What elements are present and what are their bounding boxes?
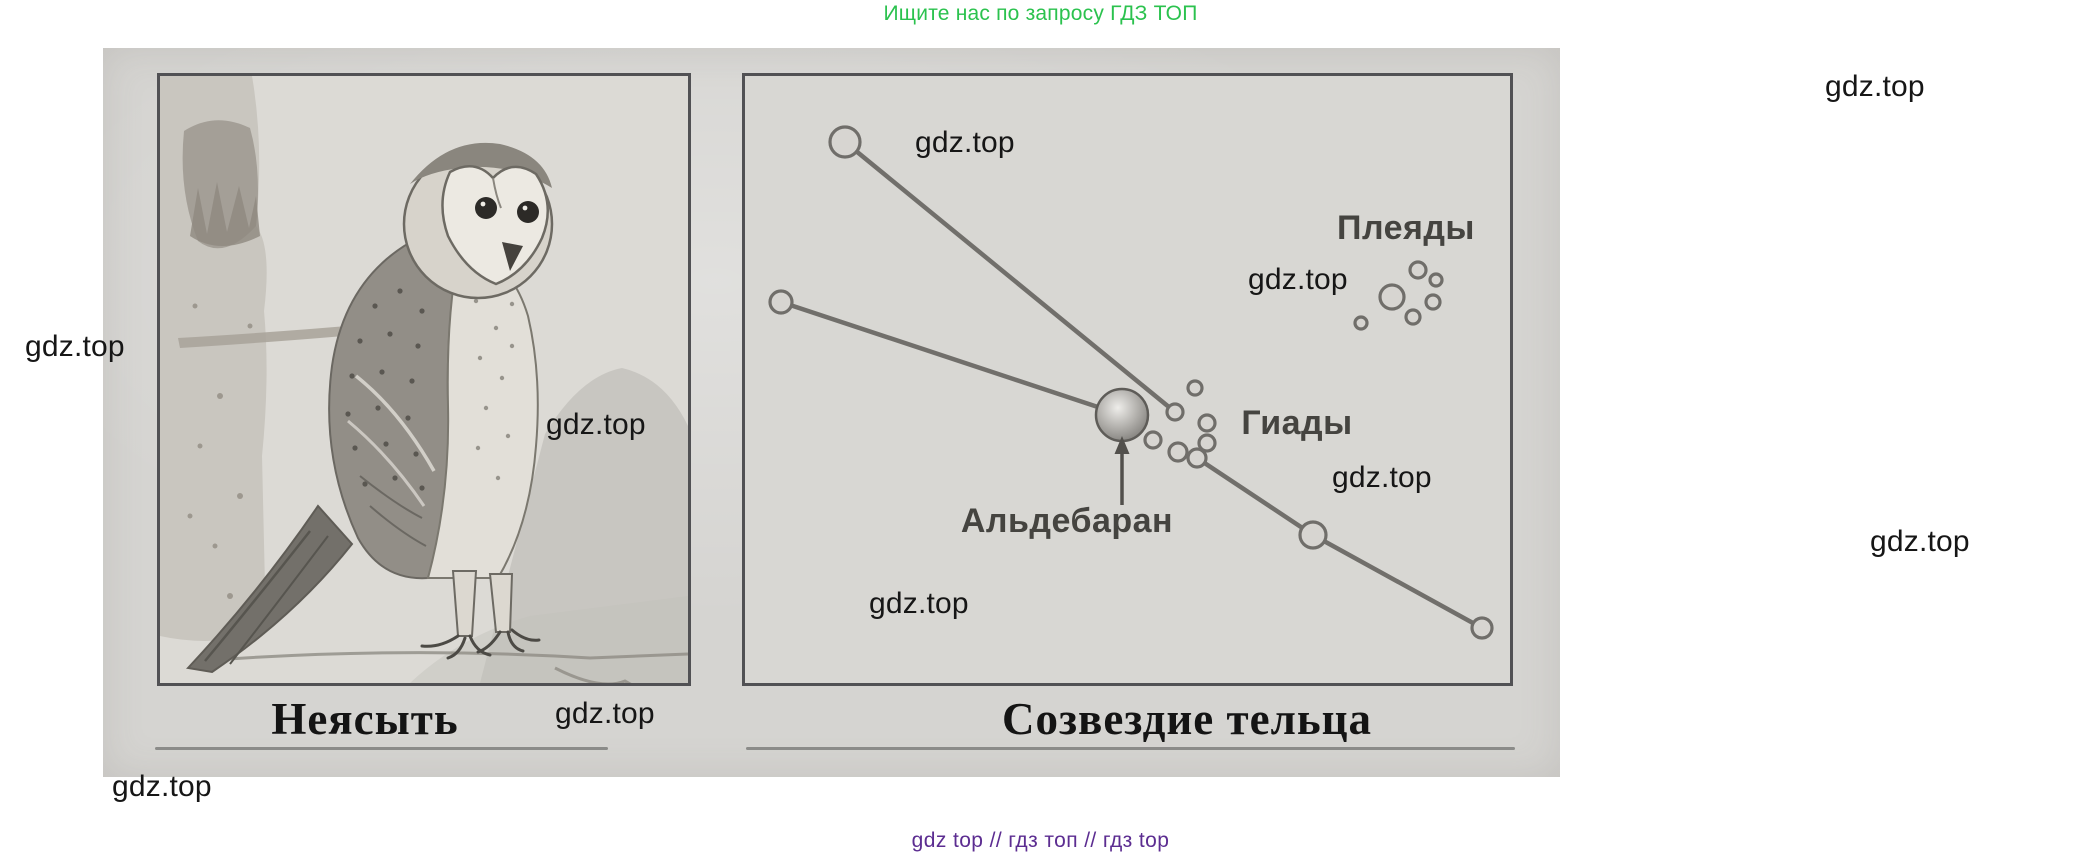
gdz-watermark: gdz.top bbox=[25, 330, 125, 363]
star-hyades-star bbox=[1186, 379, 1204, 397]
owl-caption: Неясыть bbox=[271, 694, 459, 744]
star-pleiades-star bbox=[1378, 283, 1406, 311]
star-pleiades-star bbox=[1408, 260, 1428, 280]
gdz-watermark: gdz.top bbox=[915, 126, 1015, 159]
gdz-watermark: gdz.top bbox=[1248, 263, 1348, 296]
star-hyades-star bbox=[1197, 433, 1217, 453]
gdz-watermark: gdz.top bbox=[1825, 70, 1925, 103]
constellation-stars bbox=[768, 125, 1494, 640]
constellation-line bbox=[1310, 532, 1485, 631]
taurus-caption: Созвездие тельца bbox=[1001, 694, 1373, 744]
caption-rule-right bbox=[746, 747, 1515, 750]
star-pleiades-star bbox=[1428, 272, 1444, 288]
star-hyades-star bbox=[1186, 447, 1208, 469]
owl-eye bbox=[517, 201, 539, 223]
constellation-lines bbox=[778, 139, 1485, 631]
taurus-constellation-diagram: Плеяды Гиады Альдебаран bbox=[768, 125, 1494, 640]
hyades-label: Гиады bbox=[1241, 404, 1352, 442]
pleiades-label: Плеяды bbox=[1337, 209, 1475, 247]
owl-illustration bbox=[160, 76, 688, 683]
constellation-line bbox=[1194, 455, 1316, 538]
aldebaran-label: Альдебаран bbox=[961, 502, 1173, 540]
caption-rule-left bbox=[155, 747, 608, 750]
taurus-figure-panel: Плеяды Гиады Альдебаран bbox=[742, 73, 1513, 686]
star-horn-tip-north bbox=[828, 125, 862, 159]
owl-eye bbox=[475, 197, 497, 219]
star-pleiades-star bbox=[1353, 315, 1369, 331]
gdz-watermark: gdz.top bbox=[869, 587, 969, 620]
star-body-star bbox=[1298, 520, 1328, 550]
star-hyades-star bbox=[1197, 413, 1217, 433]
gdz-watermark: gdz.top bbox=[546, 408, 646, 441]
owl-figure-panel bbox=[157, 73, 691, 686]
site-promo-text: Ищите нас по запросу ГДЗ ТОП bbox=[883, 2, 1198, 25]
star-aldebaran bbox=[1094, 387, 1150, 443]
star-pleiades-star bbox=[1424, 293, 1442, 311]
star-hyades-star bbox=[1143, 430, 1163, 450]
gdz-watermark: gdz.top bbox=[555, 697, 655, 730]
site-footer-text: gdz top // гдз топ // гдз top bbox=[911, 829, 1170, 852]
star-pleiades-star bbox=[1404, 308, 1422, 326]
star-horn-tip-west bbox=[768, 289, 794, 315]
constellation-line bbox=[778, 299, 1125, 418]
gdz-watermark: gdz.top bbox=[112, 770, 212, 803]
star-hyades-star bbox=[1167, 441, 1189, 463]
gdz-watermark: gdz.top bbox=[1870, 525, 1970, 558]
textbook-scan: Плеяды Гиады Альдебаран Неясыть Созвезди… bbox=[103, 48, 1560, 777]
gdz-watermark: gdz.top bbox=[1332, 461, 1432, 494]
aldebaran-pointer-arrow bbox=[1114, 436, 1130, 505]
owl-beak bbox=[502, 242, 523, 271]
star-hyades-star bbox=[1165, 402, 1185, 422]
star-tail-star bbox=[1470, 616, 1494, 640]
constellation-line bbox=[842, 139, 1178, 415]
